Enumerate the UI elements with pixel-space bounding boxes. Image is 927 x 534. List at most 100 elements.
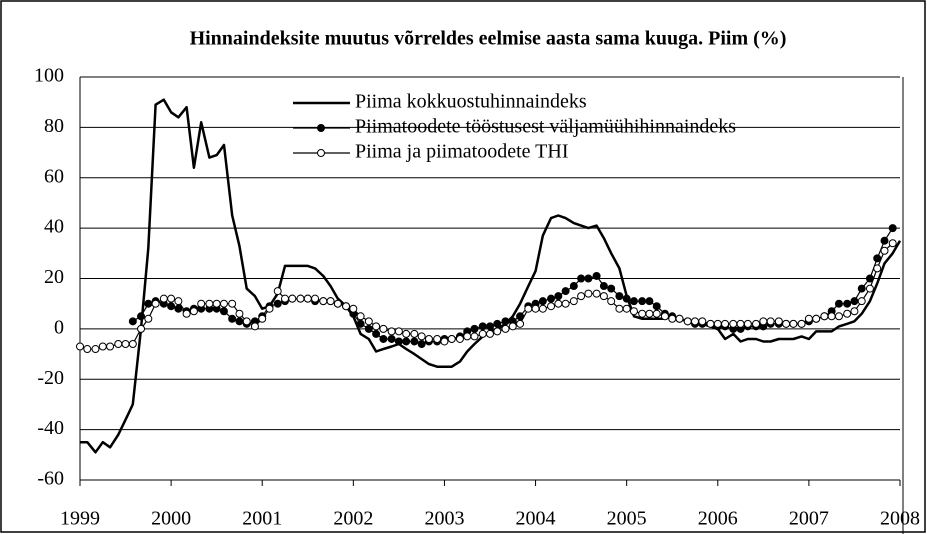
series-marker xyxy=(850,307,859,316)
series-marker xyxy=(743,319,752,328)
series-marker xyxy=(538,297,547,306)
series-marker xyxy=(607,284,616,293)
series-marker xyxy=(782,319,791,328)
series-marker xyxy=(447,334,456,343)
series-marker xyxy=(729,319,738,328)
series-marker xyxy=(470,332,479,341)
series-marker xyxy=(486,322,494,331)
series-marker xyxy=(342,302,351,311)
y-tick-label: 60 xyxy=(44,165,64,187)
series-marker xyxy=(424,334,433,343)
series-marker xyxy=(736,319,745,328)
series-marker xyxy=(524,304,533,313)
series-marker xyxy=(622,304,631,313)
x-tick-label: 2003 xyxy=(424,508,464,530)
series-marker xyxy=(288,294,297,303)
series-marker xyxy=(638,297,647,306)
x-tick-label: 2002 xyxy=(333,508,373,530)
series-marker xyxy=(167,302,176,311)
series-marker xyxy=(797,319,806,328)
series-marker xyxy=(410,329,419,338)
series-marker xyxy=(379,324,388,333)
series-marker xyxy=(645,297,654,306)
series-marker xyxy=(834,299,843,308)
series-marker xyxy=(394,327,403,336)
y-tick-label: -20 xyxy=(37,367,64,389)
series-marker xyxy=(372,329,381,338)
series-marker xyxy=(508,322,517,331)
series-marker xyxy=(455,334,464,343)
series-marker xyxy=(128,317,137,326)
series-marker xyxy=(174,304,183,313)
series-marker xyxy=(281,294,289,303)
series-marker xyxy=(615,304,624,313)
series-marker xyxy=(265,304,274,313)
series-marker xyxy=(98,342,107,351)
chart-title: Hinnaindeksite muutus võrreldes eelmise … xyxy=(190,28,787,50)
series-marker xyxy=(865,284,874,293)
series-marker xyxy=(364,324,373,333)
series-marker xyxy=(463,332,472,341)
series-marker xyxy=(478,322,487,331)
series-marker xyxy=(531,304,540,313)
series-marker xyxy=(478,329,487,338)
series-marker xyxy=(433,334,442,343)
series-marker xyxy=(629,297,638,306)
series-marker xyxy=(888,224,897,233)
series-marker xyxy=(584,289,593,298)
series-marker xyxy=(766,317,775,326)
series-marker xyxy=(843,299,852,308)
series-marker xyxy=(144,299,153,308)
series-marker xyxy=(660,312,669,321)
series-marker xyxy=(721,319,730,328)
series-marker xyxy=(159,294,168,303)
series-marker xyxy=(629,307,638,316)
series-marker xyxy=(683,317,692,326)
series-marker xyxy=(402,329,411,338)
series-marker xyxy=(834,312,843,321)
series-marker xyxy=(76,342,84,351)
series-marker xyxy=(219,307,228,316)
series-marker xyxy=(356,312,365,321)
x-tick-label: 2004 xyxy=(516,508,556,530)
series-marker xyxy=(319,297,328,306)
series-marker xyxy=(440,337,449,346)
series-marker xyxy=(652,309,661,318)
x-tick-label: 2007 xyxy=(789,508,829,530)
series-marker xyxy=(759,317,768,326)
series-marker xyxy=(356,319,365,328)
series-marker xyxy=(599,292,608,301)
y-tick-label: -40 xyxy=(37,417,64,439)
series-marker xyxy=(273,299,282,308)
series-marker xyxy=(577,292,586,301)
series-marker xyxy=(652,302,661,311)
series-marker xyxy=(569,282,578,291)
series-marker xyxy=(538,304,547,313)
y-tick-label: 0 xyxy=(54,316,64,338)
series-marker xyxy=(493,319,502,328)
series-marker xyxy=(569,297,578,306)
series-marker xyxy=(880,246,889,255)
series-marker xyxy=(402,337,411,346)
series-marker xyxy=(880,236,889,245)
y-tick-label: 40 xyxy=(44,216,64,238)
series-marker xyxy=(698,317,707,326)
series-marker xyxy=(151,299,160,308)
series-marker xyxy=(137,312,146,321)
series-marker xyxy=(235,317,244,326)
series-marker xyxy=(258,314,267,323)
series-marker xyxy=(547,302,556,311)
series-marker xyxy=(675,314,684,323)
series-marker xyxy=(114,339,123,348)
series-marker xyxy=(83,345,92,354)
series-marker xyxy=(91,345,100,354)
y-tick-label: 80 xyxy=(44,115,64,137)
series-marker xyxy=(197,299,206,308)
series-marker xyxy=(144,314,153,323)
series-marker xyxy=(228,299,237,308)
series-marker xyxy=(379,334,388,343)
series-marker xyxy=(592,271,601,280)
series-marker xyxy=(303,294,312,303)
series-marker xyxy=(850,297,859,306)
